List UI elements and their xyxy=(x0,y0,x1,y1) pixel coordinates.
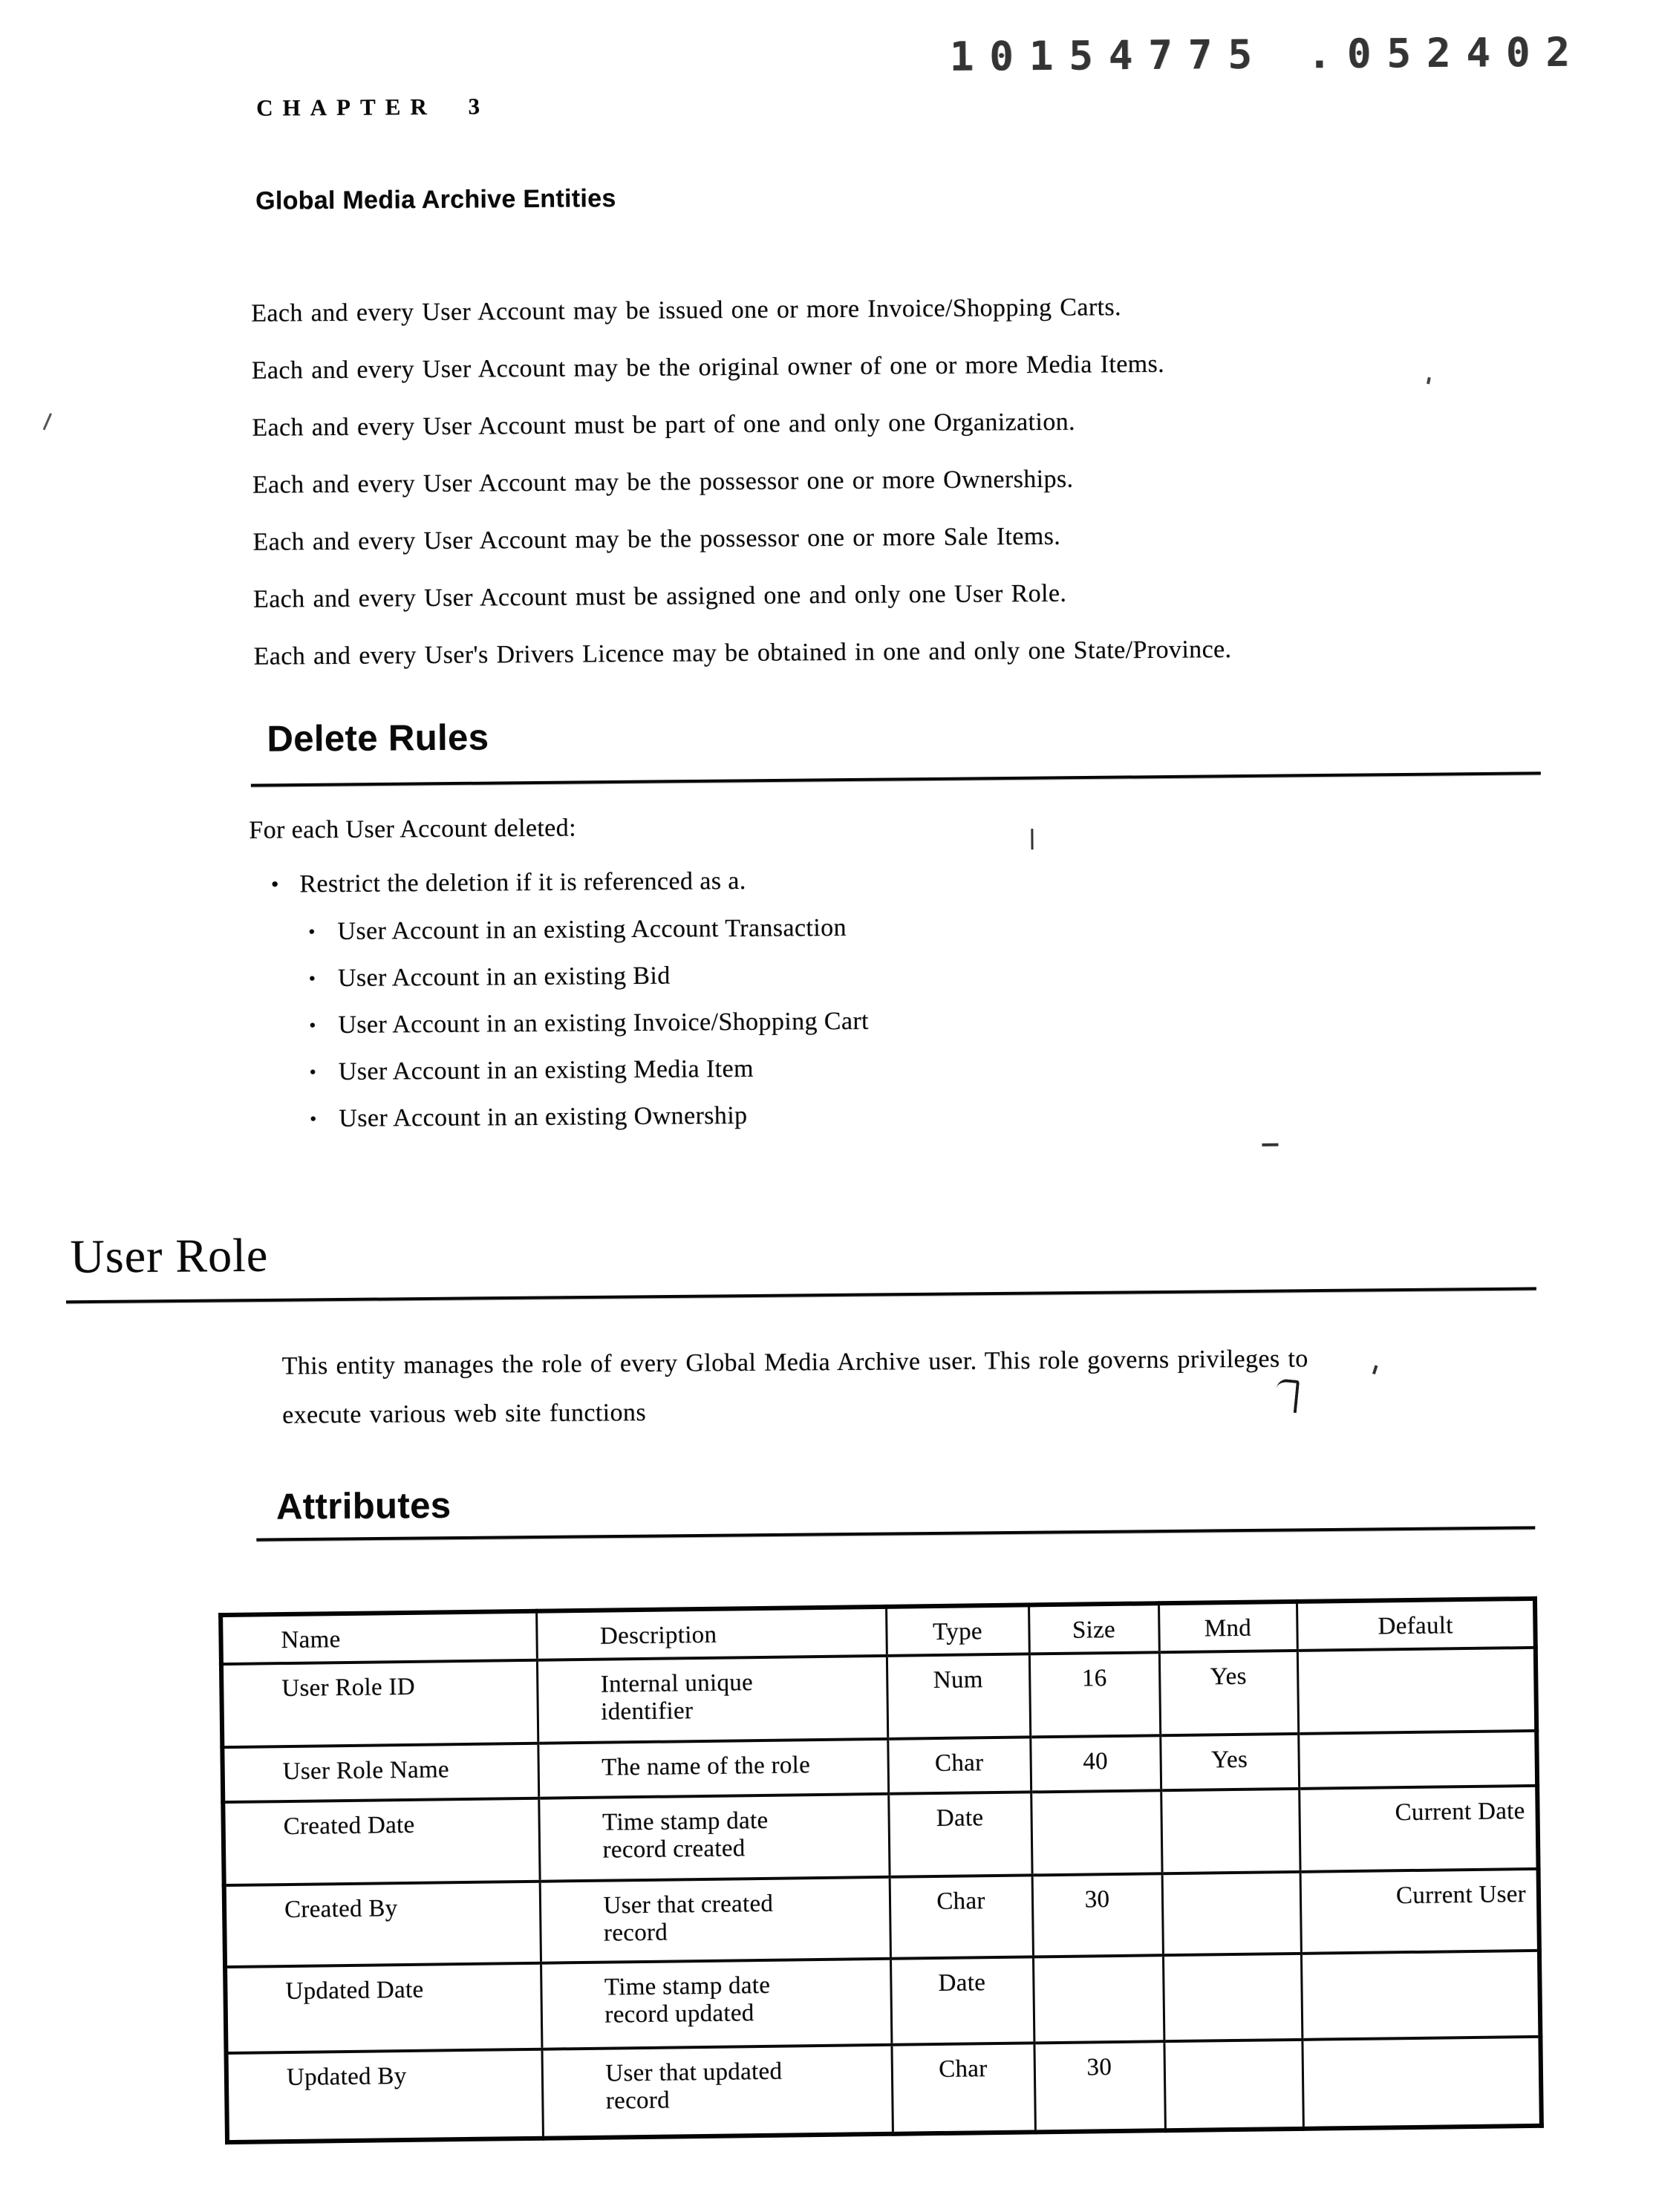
cell-default xyxy=(1302,2036,1542,2129)
scan-artifact xyxy=(42,413,52,431)
reference-list: • User Account in an existing Account Tr… xyxy=(308,912,870,1150)
attributes-table: Name Description Type Size Mnd Default U… xyxy=(218,1596,1544,2145)
cell-description: The name of the role xyxy=(538,1738,889,1798)
column-header-name: Name xyxy=(221,1611,537,1665)
delete-rules-heading: Delete Rules xyxy=(267,717,489,760)
attributes-heading: Attributes xyxy=(276,1485,451,1527)
list-item: • User Account in an existing Ownership xyxy=(310,1099,870,1150)
restrict-rule-item: • Restrict the deletion if it is referen… xyxy=(271,865,746,901)
cell-size: 16 xyxy=(1028,1652,1161,1738)
cell-mnd: Yes xyxy=(1160,1733,1300,1791)
cell-size: 30 xyxy=(1031,1873,1163,1957)
relationship-rule: Each and every User Account must be assi… xyxy=(252,579,1067,613)
relationship-rule: Each and every User Account may be issue… xyxy=(251,293,1122,327)
attributes-table-container: Name Description Type Size Mnd Default U… xyxy=(218,1596,1544,2145)
cell-mnd: Yes xyxy=(1158,1650,1299,1736)
cell-description: Time stamp date record updated xyxy=(541,1958,892,2049)
bullet-icon: • xyxy=(270,872,279,897)
heading-underline xyxy=(250,771,1541,787)
bullet-icon: • xyxy=(310,1108,317,1130)
cell-default: Current Date xyxy=(1299,1785,1539,1872)
table-row: User Role ID Internal unique identifier … xyxy=(221,1647,1537,1748)
scan-artifact xyxy=(1262,1143,1279,1146)
cell-default xyxy=(1300,1950,1541,2040)
relationship-rule: Each and every User Account may be the o… xyxy=(251,350,1165,385)
cell-size: 30 xyxy=(1034,2041,1165,2133)
table-row: Updated By User that updated record Char… xyxy=(226,2036,1542,2143)
cell-description: Time stamp date record created xyxy=(538,1793,890,1882)
cell-name: User Role ID xyxy=(221,1660,538,1748)
list-item: • User Account in an existing Account Tr… xyxy=(308,912,868,963)
cell-mnd xyxy=(1161,1788,1300,1874)
column-header-type: Type xyxy=(886,1605,1029,1656)
cell-name: Created Date xyxy=(223,1798,540,1886)
cell-type: Char xyxy=(891,2043,1035,2134)
scan-artifact xyxy=(1031,829,1034,850)
bullet-icon: • xyxy=(308,968,316,990)
cell-type: Date xyxy=(890,1957,1034,2045)
relationship-rules-list: Each and every User Account may be issue… xyxy=(251,278,1232,685)
relationship-rule: Each and every User's Drivers Licence ma… xyxy=(253,636,1232,671)
cell-mnd xyxy=(1164,2039,1303,2131)
cell-name: Created By xyxy=(224,1881,541,1968)
bullet-icon: • xyxy=(309,1061,316,1083)
bullet-icon: • xyxy=(309,1014,316,1037)
cell-default xyxy=(1297,1647,1537,1734)
list-item: • User Account in an existing Invoice/Sh… xyxy=(309,1005,869,1057)
cell-mnd xyxy=(1161,1871,1301,1956)
cell-description: User that created record xyxy=(539,1876,890,1963)
column-header-description: Description xyxy=(536,1606,887,1660)
table-row: Created Date Time stamp date record crea… xyxy=(223,1785,1539,1886)
cell-size xyxy=(1031,1790,1162,1876)
user-role-description: This entity manages the role of every Gl… xyxy=(281,1345,1308,1429)
relationship-rule: Each and every User Account must be part… xyxy=(252,408,1076,442)
cell-description: User that updated record xyxy=(541,2044,893,2138)
column-header-mnd: Mnd xyxy=(1158,1601,1297,1653)
cell-default xyxy=(1298,1730,1538,1789)
column-header-size: Size xyxy=(1028,1603,1159,1654)
table-row: Updated Date Time stamp date record upda… xyxy=(225,1950,1541,2054)
section-title: Global Media Archive Entities xyxy=(255,184,616,215)
user-role-heading: User Role xyxy=(70,1228,269,1283)
cell-size xyxy=(1032,1955,1164,2043)
cell-default: Current User xyxy=(1300,1868,1539,1954)
cell-type: Date xyxy=(888,1792,1032,1877)
list-item: • User Account in an existing Media Item xyxy=(310,1052,870,1103)
cell-name: Updated By xyxy=(226,2049,543,2143)
cell-name: Updated Date xyxy=(225,1963,542,2054)
relationship-rule: Each and every User Account may be the p… xyxy=(252,465,1074,499)
cell-type: Char xyxy=(889,1875,1033,1959)
cell-type: Char xyxy=(887,1737,1031,1794)
cell-description: Internal unique identifier xyxy=(536,1655,888,1743)
chapter-heading: CHAPTER 3 xyxy=(256,93,490,121)
relationship-rule: Each and every User Account may be the p… xyxy=(252,522,1061,556)
list-item: • User Account in an existing Bid xyxy=(309,959,869,1010)
cell-type: Num xyxy=(886,1654,1031,1739)
heading-underline xyxy=(65,1287,1536,1304)
cell-mnd xyxy=(1162,1953,1303,2042)
cell-size: 40 xyxy=(1030,1735,1161,1792)
column-header-default: Default xyxy=(1296,1598,1536,1651)
delete-rules-intro: For each User Account deleted: xyxy=(249,814,577,844)
bullet-icon: • xyxy=(308,921,316,943)
pen-mark-artifact xyxy=(1274,1378,1300,1413)
patent-application-stamp: 10154775 .052402 xyxy=(949,28,1586,80)
scan-artifact xyxy=(1427,376,1431,385)
restrict-rule-text: Restrict the deletion if it is reference… xyxy=(299,867,746,898)
heading-underline xyxy=(256,1526,1536,1541)
cell-name: User Role Name xyxy=(222,1743,539,1803)
